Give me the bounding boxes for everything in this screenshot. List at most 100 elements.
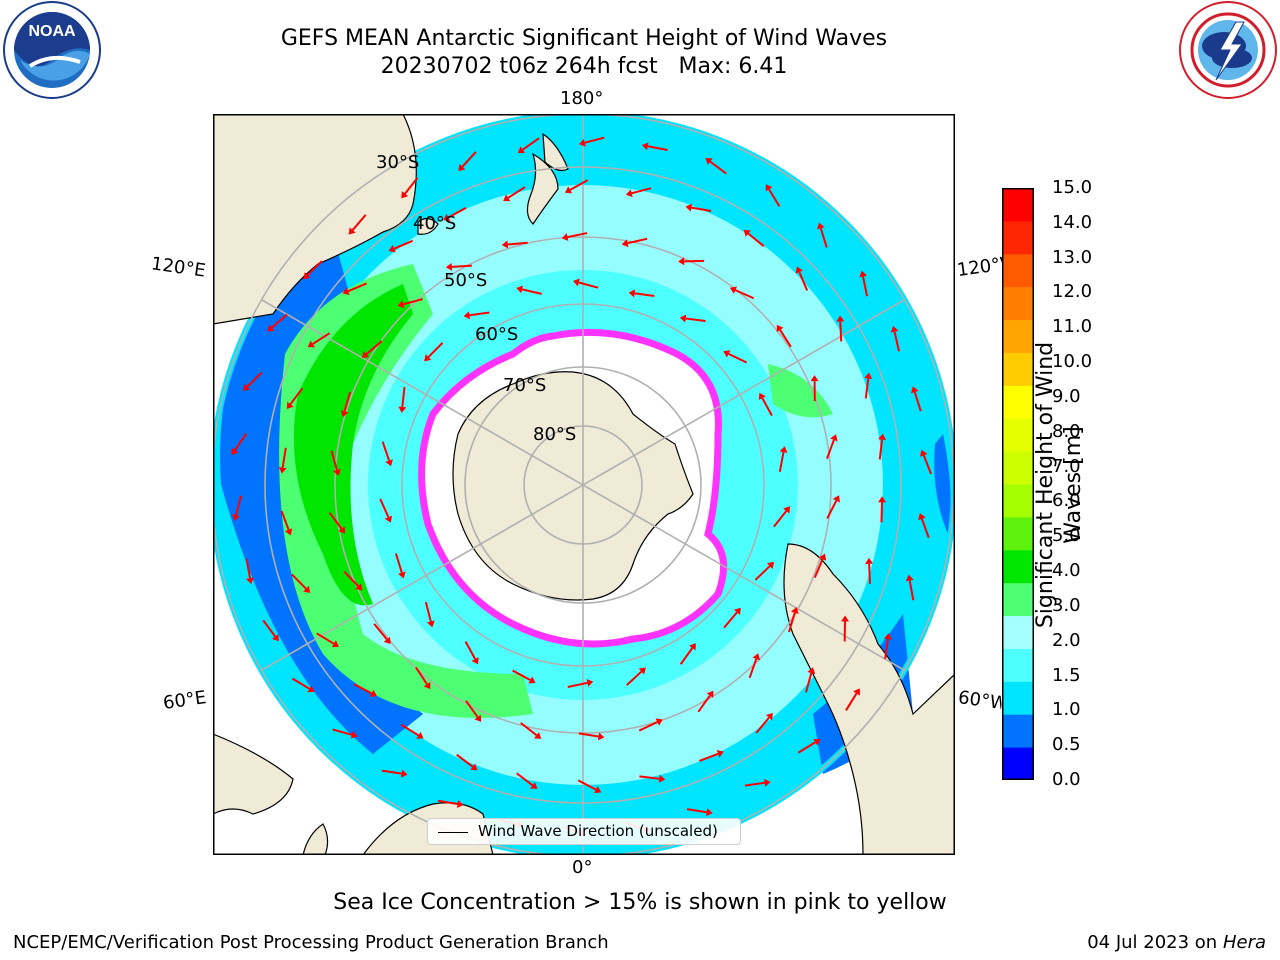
- wave-direction-arrow: [743, 229, 765, 247]
- wave-direction-arrow: [723, 607, 741, 629]
- lat-label-30s: 30°S: [376, 152, 420, 173]
- colorbar-band: [1002, 582, 1034, 617]
- wave-direction-arrow: [437, 799, 464, 808]
- wave-direction-arrow: [516, 285, 542, 295]
- wave-direction-arrow: [816, 222, 828, 248]
- lat-label-50s: 50°S: [444, 270, 488, 291]
- wave-direction-arrow: [342, 282, 367, 295]
- wave-direction-arrow: [678, 257, 705, 266]
- wave-direction-arrow: [754, 561, 775, 581]
- lon-label-120e: 120°E: [149, 253, 207, 282]
- wave-direction-arrow: [267, 313, 288, 332]
- wave-direction-arrow: [639, 774, 666, 783]
- colorbar-band: [1002, 516, 1034, 551]
- wave-direction-arrow: [755, 712, 773, 734]
- wave-direction-arrow: [748, 653, 761, 679]
- colorbar-tick-label: 0.0: [1052, 769, 1081, 790]
- wave-direction-arrow: [517, 137, 540, 154]
- colorbar-tick-label: 13.0: [1052, 246, 1093, 268]
- wave-direction-arrow: [443, 206, 467, 221]
- wave-direction-arrow: [381, 441, 393, 467]
- sea-ice-note: Sea Ice Concentration > 15% is shown in …: [333, 890, 947, 915]
- colorbar-label-line2: Waves [m]: [1061, 426, 1086, 544]
- colorbar-band: [1002, 319, 1034, 353]
- wave-direction-arrow: [765, 184, 781, 207]
- wave-direction-arrow: [826, 495, 840, 519]
- wave-direction-arrow: [232, 495, 243, 521]
- colorbar-band: [1002, 385, 1034, 419]
- wave-direction-arrow: [567, 678, 594, 688]
- wave-direction-arrow: [564, 179, 589, 194]
- wave-direction-arrow: [445, 262, 472, 271]
- colorbar-band: [1002, 188, 1034, 222]
- tasmania: [417, 217, 439, 235]
- wave-direction-arrow: [813, 553, 827, 578]
- colorbar-tick-label: 5.0: [1052, 525, 1081, 547]
- lat-label-60s: 60°S: [475, 324, 519, 345]
- colorbar-label: Significant Height of Wind Waves [m]: [1032, 305, 1088, 665]
- wave-direction-arrow: [878, 496, 887, 523]
- lat-label-40s: 40°S: [413, 213, 457, 234]
- wave-direction-arrow: [918, 513, 930, 538]
- wave-direction-arrow: [787, 607, 799, 633]
- wave-direction-arrow: [723, 350, 748, 364]
- wave-direction-arrow: [744, 778, 771, 787]
- wave-direction-arrow: [458, 151, 477, 172]
- wave-direction-arrow: [340, 391, 352, 418]
- colorbar-band: [1002, 352, 1034, 386]
- wave-direction-arrow: [758, 392, 773, 417]
- credit-text: NCEP/EMC/Verification Post Processing Pr…: [13, 932, 609, 953]
- wave-direction-arrow: [286, 387, 304, 409]
- wave-direction-arrow: [773, 506, 791, 528]
- lon-label-180: 180°: [560, 88, 604, 109]
- wave-direction-arrow: [878, 433, 887, 460]
- wave-direction-arrow: [561, 232, 588, 241]
- new-zealand-north: [542, 132, 569, 172]
- colorbar-band: [1002, 681, 1034, 715]
- colorbar-tick-label: 9.0: [1052, 385, 1081, 407]
- svg-text:NOAA: NOAA: [28, 23, 76, 40]
- colorbar-tick-label: 1.5: [1052, 664, 1081, 686]
- colorbar-band: [1002, 648, 1034, 682]
- lon-label-60w: 60°W: [956, 687, 1004, 714]
- colorbar-band: [1002, 747, 1034, 780]
- wave-direction-arrow: [516, 772, 538, 789]
- wave-direction-arrow: [231, 432, 248, 456]
- wave-direction-arrow: [280, 510, 293, 536]
- legend-line-swatch: [438, 832, 468, 833]
- wave-direction-arrow: [578, 732, 605, 741]
- wave-direction-arrow: [859, 270, 869, 297]
- wave-direction-arrow: [361, 340, 383, 359]
- wave-direction-arrow: [381, 769, 408, 778]
- wave-direction-arrow: [841, 615, 850, 642]
- noaa-logo: NOAA: [3, 1, 101, 99]
- wave-direction-arrow: [512, 669, 536, 684]
- wave-direction-arrow: [920, 449, 932, 475]
- colorbar-band: [1002, 286, 1034, 321]
- colorbar-tick-label: 6.0: [1052, 490, 1081, 512]
- wave-direction-arrow: [388, 239, 413, 253]
- colorbar-tick-label: 11.0: [1052, 316, 1093, 338]
- colorbar-tick-label: 7.0: [1052, 455, 1081, 477]
- madagascar: [302, 823, 329, 855]
- colorbar-tick-label: 1.0: [1052, 699, 1081, 721]
- wave-direction-arrow: [729, 286, 755, 300]
- wave-direction-arrow: [686, 808, 713, 817]
- wave-direction-arrow: [348, 214, 367, 235]
- wave-direction-arrow: [578, 136, 605, 147]
- chart-title: GEFS MEAN Antarctic Significant Height o…: [280, 26, 888, 51]
- wave-direction-arrow: [910, 386, 922, 412]
- colorbar: [1002, 188, 1034, 780]
- wave-direction-arrow: [262, 619, 279, 642]
- lon-label-120w: 120°W: [955, 253, 1005, 282]
- wave-direction-arrow: [705, 158, 727, 175]
- chart-subtitle: 20230702 t06z 264h fcst Max: 6.41: [380, 54, 788, 79]
- wave-direction-arrow: [797, 738, 821, 754]
- africa: [213, 733, 294, 815]
- colorbar-band: [1002, 220, 1034, 255]
- wave-direction-arrow: [778, 446, 788, 472]
- nws-logo: [1179, 1, 1277, 99]
- wave-direction-arrow: [621, 237, 648, 248]
- colorbar-tick-label: 2.0: [1052, 629, 1081, 651]
- wave-direction-arrow: [401, 177, 419, 199]
